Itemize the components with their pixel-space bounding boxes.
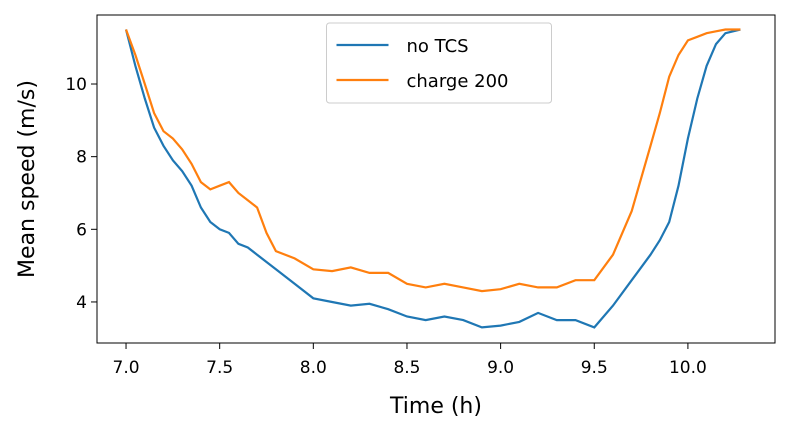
x-tick-label: 10.0	[669, 358, 707, 378]
plot-frame	[96, 14, 776, 344]
x-tick-label: 8.0	[300, 358, 327, 378]
x-tick-label: 9.5	[581, 358, 608, 378]
x-axis-label: Time (h)	[389, 394, 482, 419]
x-tick-label: 7.5	[206, 358, 233, 378]
y-tick-label: 4	[76, 293, 87, 313]
x-tick-label: 9.0	[487, 358, 514, 378]
y-tick-label: 10	[65, 75, 87, 95]
line-series	[124, 28, 741, 293]
y-tick-label: 6	[76, 220, 87, 240]
y-tick-label: 8	[76, 148, 87, 168]
line-series	[124, 28, 741, 329]
legend-box	[326, 22, 552, 104]
y-axis-label: Mean speed (m/s)	[15, 80, 40, 278]
legend-label: no TCS	[407, 36, 469, 57]
legend-label: charge 200	[407, 71, 509, 92]
x-tick-label: 8.5	[393, 358, 420, 378]
x-tick-label: 7.0	[113, 358, 140, 378]
